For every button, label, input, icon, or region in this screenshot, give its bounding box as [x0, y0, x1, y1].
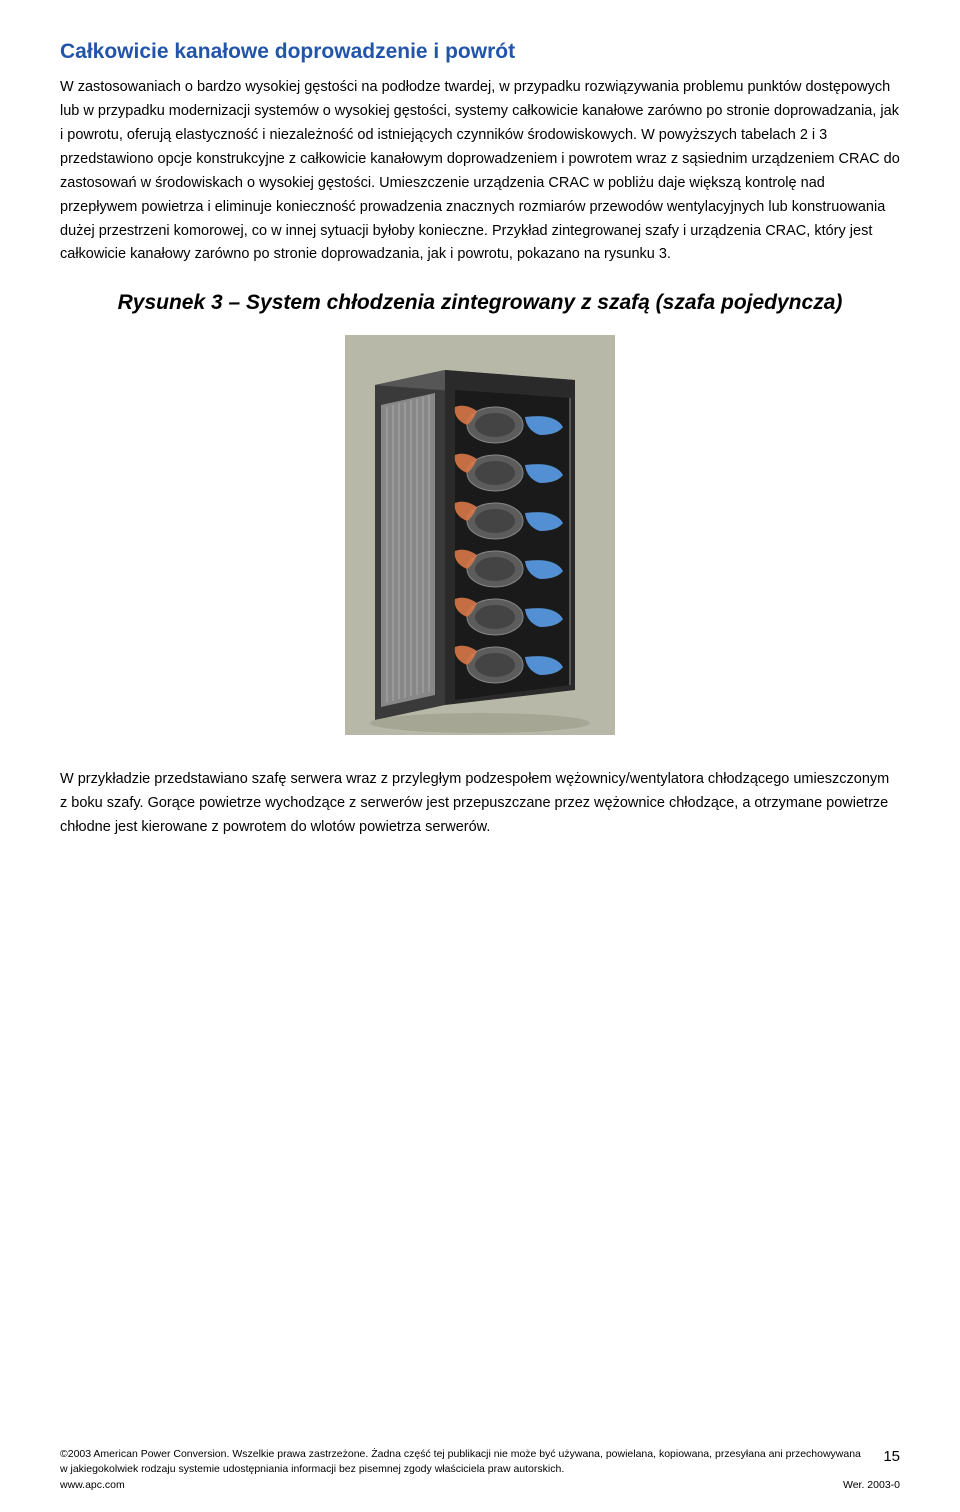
body-paragraph-1: W zastosowaniach o bardzo wysokiej gęsto… [60, 76, 900, 267]
footer-url: www.apc.com [60, 1478, 125, 1492]
figure-title: – System chłodzenia zintegrowany z szafą… [223, 291, 843, 314]
figure-caption: Rysunek 3 – System chłodzenia zintegrowa… [60, 291, 900, 315]
figure-container [60, 335, 900, 740]
figure-label: Rysunek 3 [118, 291, 223, 314]
body-paragraph-2: W przykładzie przedstawiano szafę serwer… [60, 768, 900, 840]
footer-copyright: ©2003 American Power Conversion. Wszelki… [60, 1447, 883, 1475]
server-rack-figure [345, 335, 615, 735]
page-footer: ©2003 American Power Conversion. Wszelki… [60, 1447, 900, 1492]
section-heading: Całkowicie kanałowe doprowadzenie i powr… [60, 40, 900, 64]
rack-svg [345, 335, 615, 735]
cooling-coil [381, 393, 435, 707]
footer-page-number: 15 [883, 1447, 900, 1467]
footer-version: Wer. 2003-0 [843, 1478, 900, 1492]
